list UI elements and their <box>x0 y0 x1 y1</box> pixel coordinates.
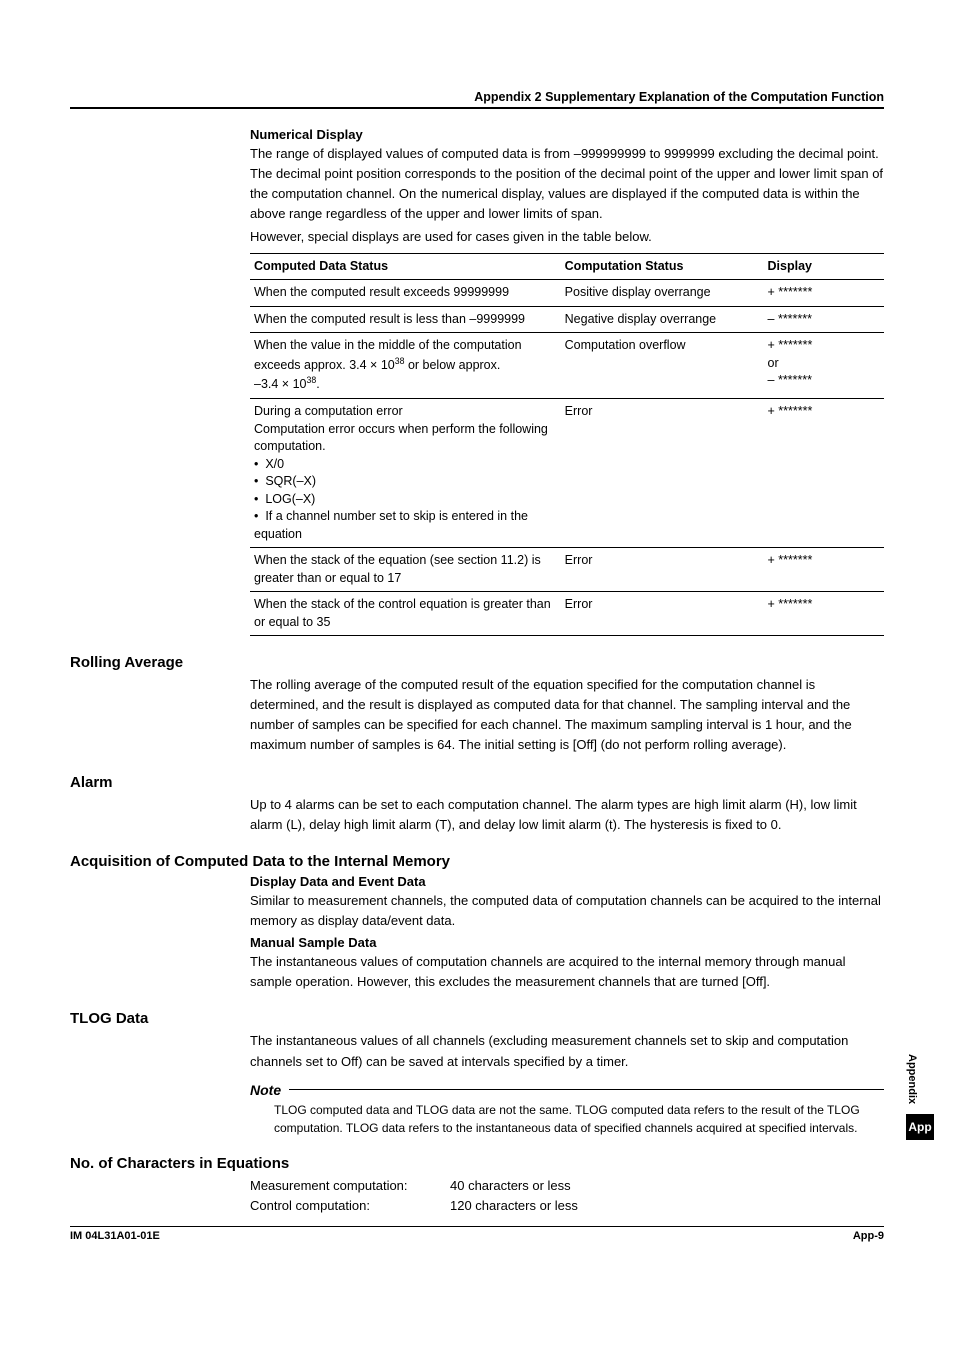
note-label: Note <box>250 1082 289 1098</box>
footer-left: IM 04L31A01-01E <box>70 1230 160 1242</box>
numerical-para: The range of displayed values of compute… <box>250 144 884 225</box>
note-block: Note TLOG computed data and TLOG data ar… <box>250 1082 884 1137</box>
rolling-para: The rolling average of the computed resu… <box>250 675 884 756</box>
th-comp: Computation Status <box>561 253 764 280</box>
th-display: Display <box>764 253 884 280</box>
side-tab: Appendix App <box>906 1048 934 1140</box>
table-row: When the stack of the control equation i… <box>250 592 884 636</box>
chars-row1: Measurement computation: 40 characters o… <box>250 1176 884 1196</box>
table-row: During a computation error Computation e… <box>250 399 884 548</box>
acq-sub2: Manual Sample Data <box>250 935 884 950</box>
alarm-para: Up to 4 alarms can be set to each comput… <box>250 795 884 835</box>
acq-sub1: Display Data and Event Data <box>250 874 884 889</box>
tlog-para: The instantaneous values of all channels… <box>250 1031 884 1071</box>
footer-right: App-9 <box>853 1230 884 1242</box>
tlog-heading: TLOG Data <box>70 1010 884 1027</box>
side-tab-label: Appendix <box>906 1048 918 1110</box>
alarm-heading: Alarm <box>70 774 884 791</box>
note-text: TLOG computed data and TLOG data are not… <box>274 1101 884 1137</box>
table-row: When the computed result is less than –9… <box>250 306 884 333</box>
page-header: Appendix 2 Supplementary Explanation of … <box>70 90 884 109</box>
footer: IM 04L31A01-01E App-9 <box>70 1226 884 1242</box>
acq-heading: Acquisition of Computed Data to the Inte… <box>70 853 884 870</box>
breadcrumb: Appendix 2 Supplementary Explanation of … <box>474 90 884 104</box>
numerical-para2: However, special displays are used for c… <box>250 227 884 247</box>
status-table: Computed Data Status Computation Status … <box>250 253 884 636</box>
acq-para2: The instantaneous values of computation … <box>250 952 884 992</box>
rolling-heading: Rolling Average <box>70 654 884 671</box>
th-status: Computed Data Status <box>250 253 561 280</box>
table-row: When the stack of the equation (see sect… <box>250 548 884 592</box>
table-row: When the value in the middle of the comp… <box>250 333 884 399</box>
table-row: When the computed result exceeds 9999999… <box>250 280 884 307</box>
side-tab-badge: App <box>906 1114 934 1140</box>
acq-para1: Similar to measurement channels, the com… <box>250 891 884 931</box>
numerical-heading: Numerical Display <box>250 127 884 142</box>
chars-heading: No. of Characters in Equations <box>70 1155 884 1172</box>
note-rule-line <box>289 1089 884 1090</box>
chars-row2: Control computation: 120 characters or l… <box>250 1196 884 1216</box>
